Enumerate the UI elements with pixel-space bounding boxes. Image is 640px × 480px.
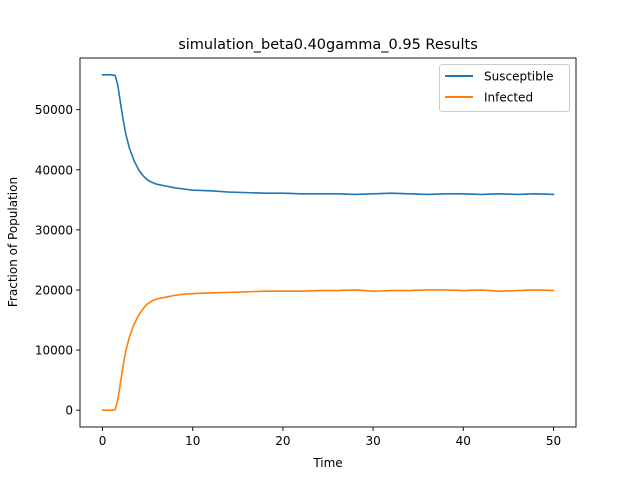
y-tick-label: 10000 (35, 344, 73, 358)
x-tick-label: 30 (365, 434, 380, 448)
x-tick-label: 10 (185, 434, 200, 448)
legend-label-infected: Infected (484, 91, 533, 105)
plot-layer (101, 74, 555, 411)
y-tick-label: 0 (65, 404, 73, 418)
x-tick-label: 0 (99, 434, 107, 448)
series-line-susceptible (101, 74, 555, 196)
x-tick-label: 20 (275, 434, 290, 448)
y-tick-label: 50000 (35, 103, 73, 117)
y-tick-label: 20000 (35, 283, 73, 297)
y-axis-label: Fraction of Population (6, 177, 20, 307)
x-axis: 0 10 20 30 40 50 (99, 427, 561, 448)
y-tick-label: 30000 (35, 223, 73, 237)
x-tick-label: 50 (546, 434, 561, 448)
series-line-infected (101, 289, 555, 411)
chart-title: simulation_beta0.40gamma_0.95 Results (178, 37, 478, 53)
legend-label-susceptible: Susceptible (484, 70, 553, 84)
y-tick-label: 40000 (35, 163, 73, 177)
legend: Susceptible Infected (439, 64, 570, 112)
x-axis-label: Time (312, 456, 342, 470)
x-tick-label: 40 (456, 434, 471, 448)
y-axis: 0 10000 20000 30000 40000 50000 (35, 103, 80, 418)
plot-area-frame (79, 57, 577, 428)
